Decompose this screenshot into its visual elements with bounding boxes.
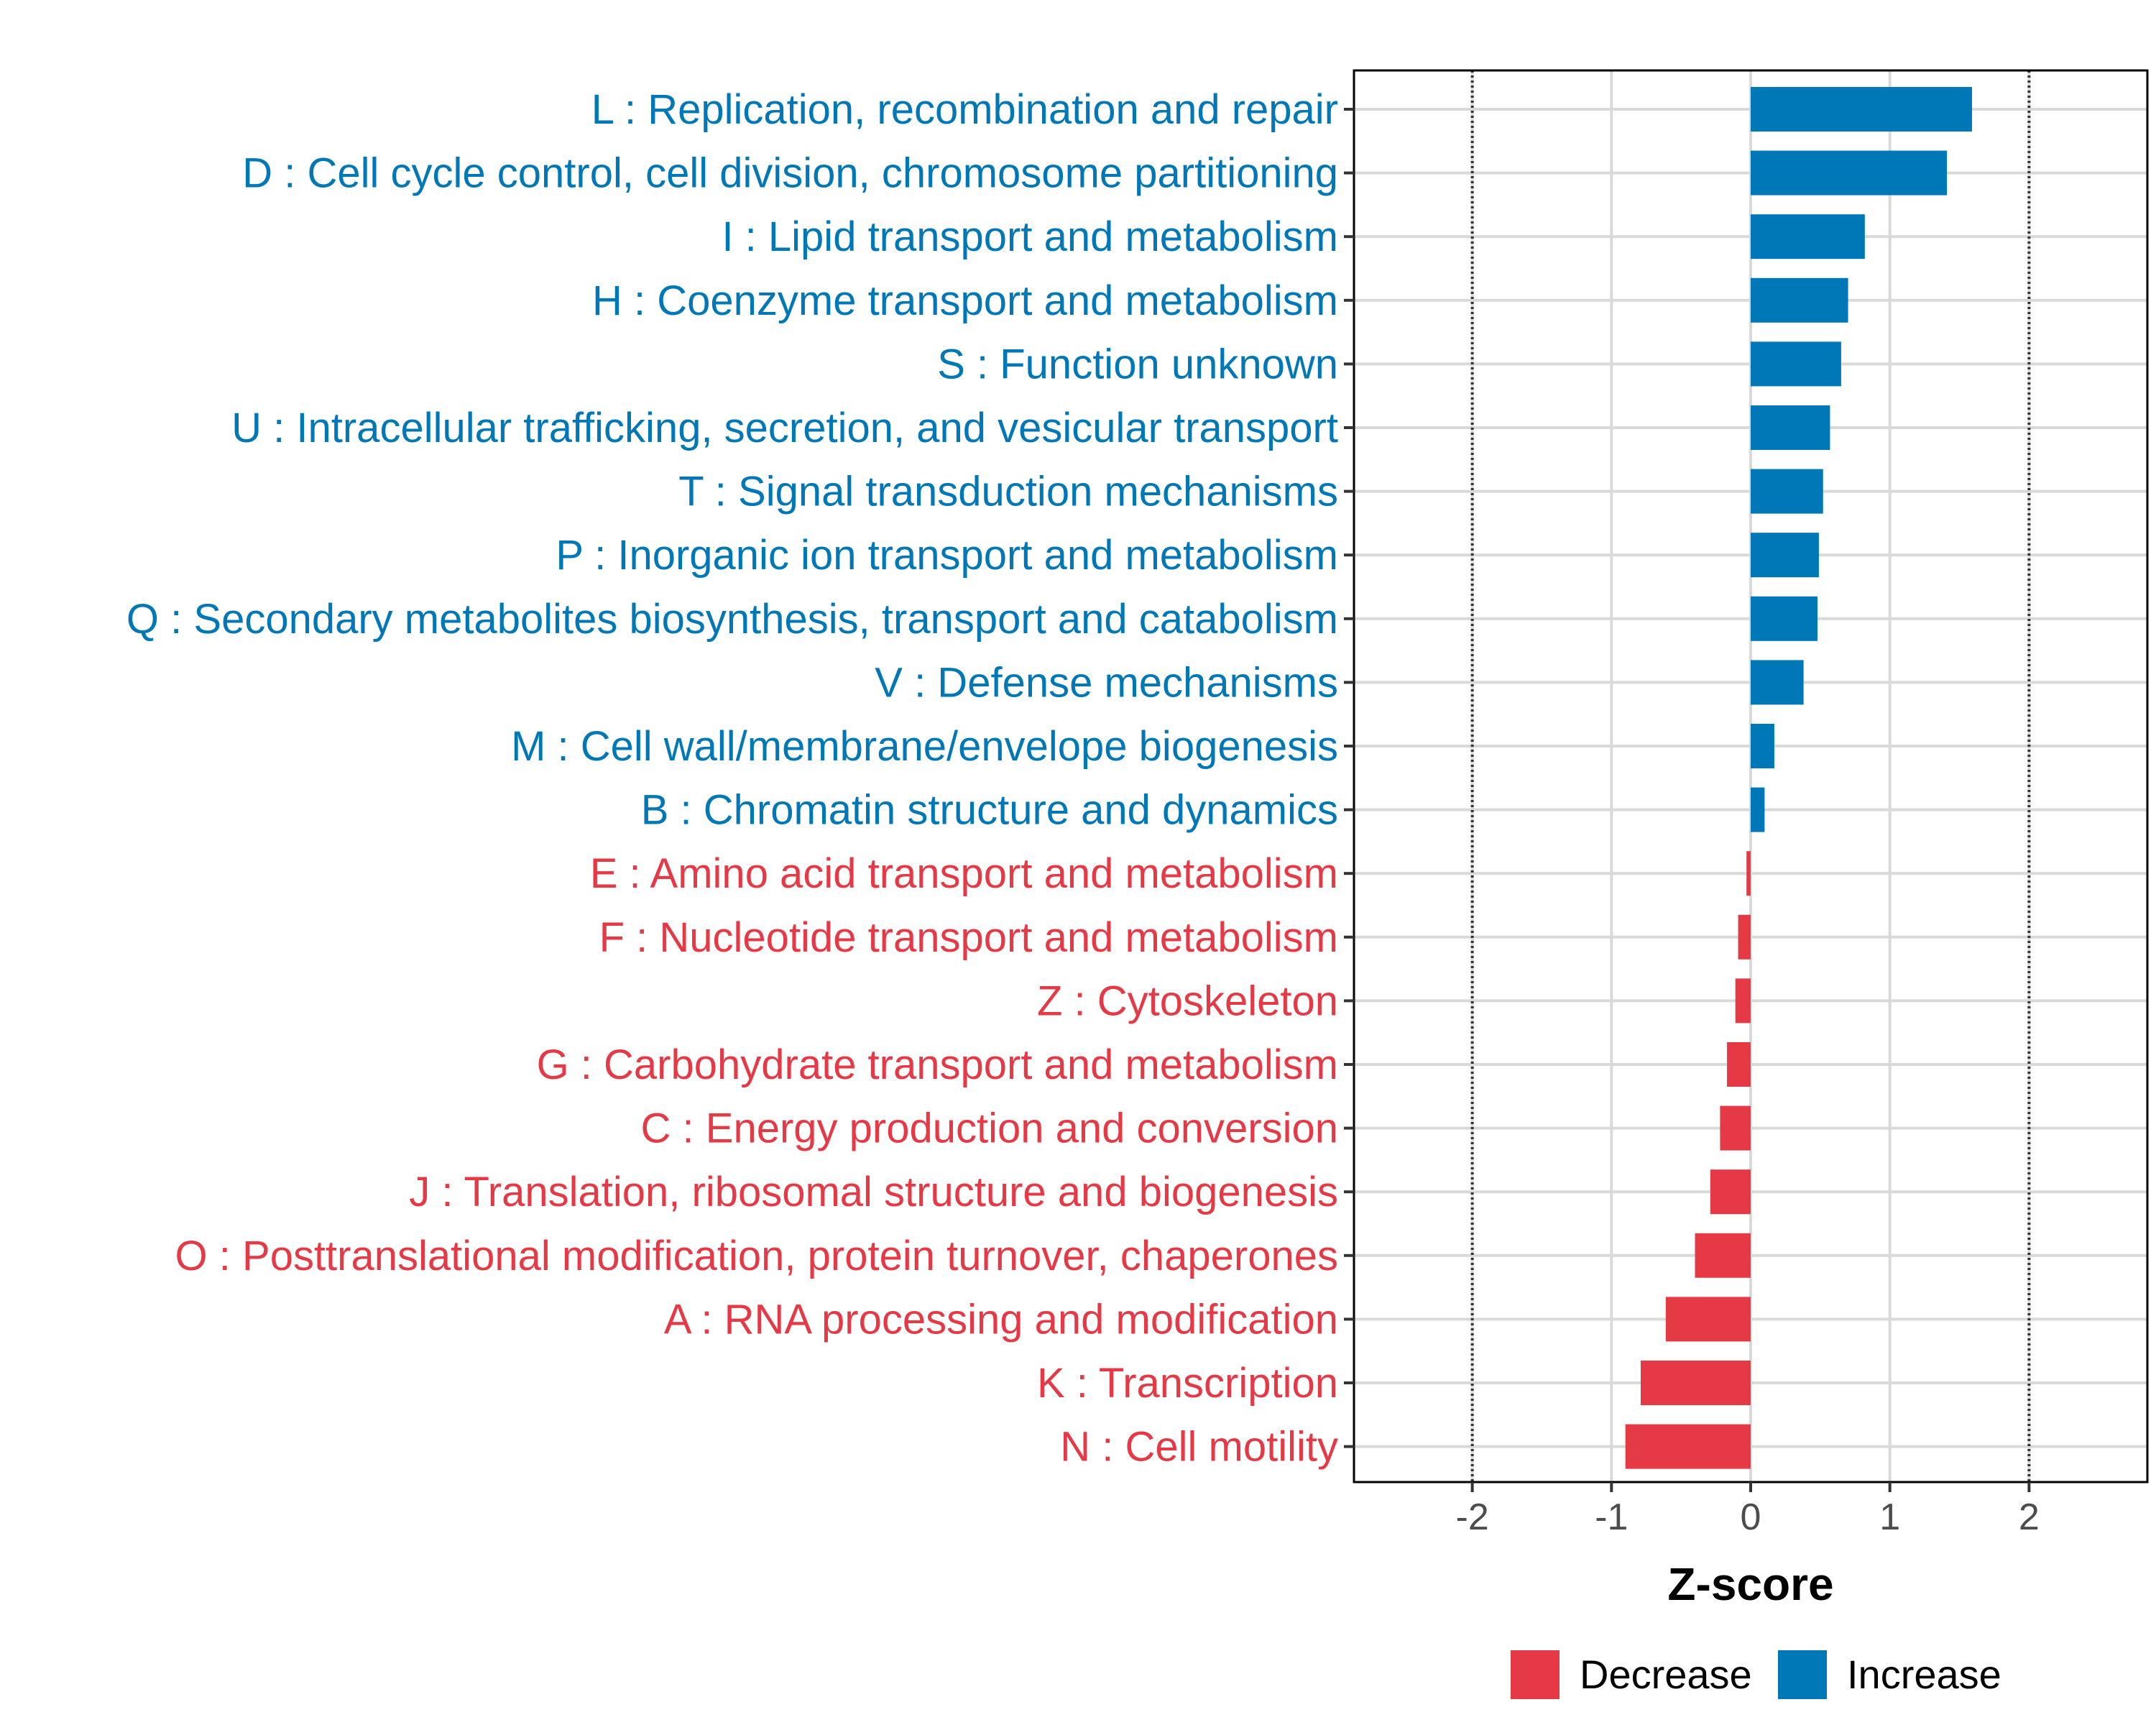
- category-label: P : Inorganic ion transport and metaboli…: [556, 532, 1338, 579]
- category-label: G : Carbohydrate transport and metabolis…: [537, 1041, 1338, 1088]
- x-tick-label: -2: [1456, 1496, 1489, 1538]
- category-label: K : Transcription: [1037, 1360, 1338, 1407]
- category-label: U : Intracellular trafficking, secretion…: [231, 405, 1338, 451]
- category-label: C : Energy production and conversion: [641, 1105, 1338, 1152]
- x-axis-title: Z-score: [1667, 1558, 1833, 1610]
- x-axis: -2 -1 0 1 2: [1344, 108, 2040, 1538]
- bar: [1710, 1169, 1751, 1215]
- category-label: J : Translation, ribosomal structure and…: [409, 1169, 1338, 1215]
- bar: [1640, 1361, 1751, 1405]
- bar: [1751, 341, 1841, 387]
- category-label: O : Posttranslational modification, prot…: [175, 1233, 1338, 1279]
- x-tick-label: -1: [1595, 1496, 1628, 1538]
- bar: [1695, 1233, 1751, 1278]
- category-label: D : Cell cycle control, cell division, c…: [242, 150, 1338, 197]
- category-label-layer: L : Replication, recombination and repai…: [126, 86, 1338, 1471]
- bar: [1751, 533, 1819, 578]
- category-label: L : Replication, recombination and repai…: [591, 86, 1338, 133]
- category-label: F : Nucleotide transport and metabolism: [599, 914, 1338, 961]
- category-label: Z : Cytoskeleton: [1037, 978, 1338, 1024]
- category-label: B : Chromatin structure and dynamics: [641, 787, 1338, 834]
- legend-label: Increase: [1847, 1652, 2001, 1697]
- bar: [1751, 214, 1865, 259]
- legend: Decrease Increase: [1511, 1650, 2001, 1699]
- legend-swatch: [1511, 1650, 1560, 1699]
- bar: [1746, 851, 1751, 896]
- category-label: H : Coenzyme transport and metabolism: [592, 277, 1338, 324]
- x-tick-label: 1: [1879, 1496, 1900, 1538]
- bar: [1751, 660, 1804, 705]
- category-label: A : RNA processing and modification: [664, 1296, 1338, 1343]
- legend-label: Decrease: [1580, 1652, 1752, 1697]
- bar: [1751, 787, 1765, 832]
- category-label: V : Defense mechanisms: [875, 659, 1338, 706]
- bar: [1751, 87, 1972, 132]
- bar: [1625, 1424, 1751, 1469]
- bar: [1735, 978, 1751, 1024]
- bar: [1751, 469, 1823, 514]
- x-tick-label: 0: [1741, 1496, 1761, 1538]
- bar: [1751, 277, 1848, 323]
- bar: [1665, 1297, 1751, 1342]
- bar: [1720, 1105, 1751, 1151]
- category-label: Q : Secondary metabolites biosynthesis, …: [126, 596, 1338, 643]
- category-label: S : Function unknown: [937, 341, 1338, 387]
- category-label: N : Cell motility: [1060, 1424, 1338, 1471]
- bar: [1738, 914, 1751, 960]
- category-label: E : Amino acid transport and metabolism: [590, 850, 1338, 897]
- bar: [1751, 150, 1948, 196]
- x-tick-label: 2: [2019, 1496, 2040, 1538]
- bar-layer: [1625, 87, 1972, 1469]
- legend-swatch: [1778, 1650, 1827, 1699]
- category-label: M : Cell wall/membrane/envelope biogenes…: [511, 723, 1338, 770]
- bar: [1727, 1042, 1751, 1087]
- bar: [1751, 724, 1774, 768]
- category-label: I : Lipid transport and metabolism: [722, 213, 1338, 260]
- category-label: T : Signal transduction mechanisms: [678, 469, 1338, 515]
- bar: [1751, 596, 1818, 641]
- bar: [1751, 405, 1830, 450]
